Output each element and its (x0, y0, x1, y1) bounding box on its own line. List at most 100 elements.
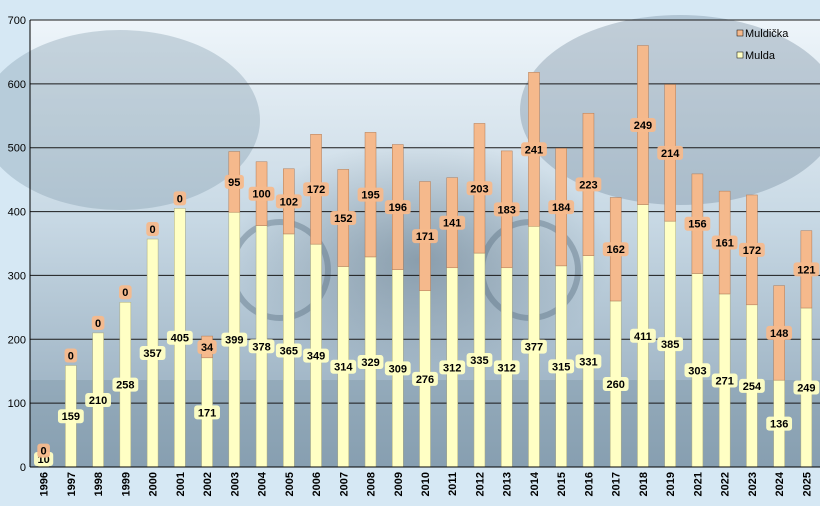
data-label-muldicka-2019: 214 (657, 145, 684, 160)
data-label-mulda-2015: 315 (548, 359, 575, 374)
data-label-muldicka-2003-box (224, 174, 244, 189)
data-label-mulda-2006-box (303, 348, 329, 363)
data-label-muldicka-2008-text: 195 (361, 190, 379, 202)
data-label-muldicka-2011: 141 (439, 215, 466, 230)
data-label-mulda-2008-box (357, 354, 384, 369)
data-label-muldicka-1996: 0 (37, 443, 50, 458)
data-label-mulda-2023: 254 (738, 378, 765, 393)
data-label-muldicka-1997-box (64, 348, 78, 363)
data-label-mulda-2001: 405 (166, 330, 193, 345)
data-label-mulda-2013-text: 312 (498, 362, 516, 374)
data-label-mulda-2016: 331 (575, 354, 602, 369)
x-tick-label-2005: 2005 (284, 472, 296, 496)
data-label-muldicka-2025-text: 121 (797, 264, 815, 276)
data-label-mulda-2012-text: 335 (470, 355, 488, 367)
data-label-mulda-2003-box (221, 332, 248, 347)
data-label-muldicka-2024-box (766, 325, 793, 340)
x-tick-label-2010: 2010 (420, 472, 432, 496)
data-label-mulda-2022-box (711, 373, 738, 388)
legend-label-muldicka: Muldička (745, 28, 789, 40)
data-label-mulda-2002-text: 171 (198, 407, 216, 419)
x-tick-label-2023: 2023 (747, 472, 759, 496)
data-label-muldicka-2010: 171 (412, 229, 438, 244)
data-label-mulda-2010-text: 276 (416, 374, 434, 386)
data-label-mulda-2014-text: 377 (525, 342, 543, 354)
data-label-muldicka-2018-box (630, 118, 656, 133)
data-label-mulda-1998: 210 (85, 392, 112, 407)
data-label-muldicka-2014-box (521, 142, 547, 157)
data-label-muldicka-2017-box (602, 242, 629, 257)
x-tick-label-1996: 1996 (39, 472, 51, 496)
data-label-mulda-2014-box (521, 339, 547, 354)
data-label-mulda-2004: 378 (248, 339, 275, 354)
data-label-mulda-2009-text: 309 (389, 363, 407, 375)
y-tick-label-600: 600 (8, 79, 26, 91)
data-label-muldicka-2009-text: 196 (389, 202, 407, 214)
data-label-mulda-2019: 385 (657, 337, 684, 352)
data-label-mulda-2008-text: 329 (361, 357, 379, 369)
data-label-mulda-2017-text: 260 (607, 379, 625, 391)
data-label-muldicka-2001: 0 (173, 191, 187, 206)
data-label-muldicka-2017-text: 162 (607, 244, 625, 256)
x-tick-label-2004: 2004 (257, 471, 269, 496)
y-axis-tick-labels: 0 100 200 300 400 500 600 700 (8, 15, 26, 474)
data-label-mulda-1997-text: 159 (62, 411, 80, 423)
data-label-muldicka-2014: 241 (521, 142, 547, 157)
x-axis-tick-labels: 1996 1997 1998 1999 2000 2001 2002 2003 2004 2005… (39, 471, 814, 496)
data-label-mulda-1998-text: 210 (89, 395, 107, 407)
data-label-muldicka-2007-box (330, 210, 357, 225)
data-label-muldicka-1998: 0 (91, 315, 105, 330)
legend: Muldička Mulda (736, 28, 789, 62)
data-label-muldicka-2013: 183 (493, 202, 520, 217)
data-label-mulda-2021-box (684, 363, 711, 378)
data-label-mulda-2018-box (630, 328, 656, 343)
data-label-muldicka-2011-box (439, 215, 466, 230)
x-tick-label-2006: 2006 (311, 472, 323, 496)
data-label-muldicka-2013-box (493, 202, 520, 217)
data-label-mulda-1999-text: 258 (116, 380, 134, 392)
data-label-mulda-2021-text: 303 (688, 365, 706, 377)
data-label-muldicka-2005-box (275, 194, 302, 209)
x-tick-label-2000: 2000 (148, 472, 160, 496)
data-label-mulda-2004-box (248, 339, 275, 354)
data-label-mulda-2010: 276 (412, 371, 438, 386)
data-label-muldicka-2018-text: 249 (634, 120, 652, 132)
data-label-mulda-2022: 271 (711, 373, 738, 388)
data-label-muldicka-1996-text: 0 (41, 446, 47, 458)
x-tick-label-2017: 2017 (611, 472, 623, 496)
data-label-mulda-1997-box (57, 409, 84, 424)
data-label-muldicka-2002: 34 (197, 339, 217, 354)
data-label-mulda-2000-box (139, 346, 166, 361)
data-label-mulda-2025-box (793, 380, 820, 395)
data-label-mulda-2019-text: 385 (661, 339, 679, 351)
data-label-mulda-2002: 171 (194, 405, 220, 420)
data-label-mulda-2004-text: 378 (252, 341, 270, 353)
x-tick-label-2022: 2022 (720, 472, 732, 496)
data-label-mulda-2024-box (766, 416, 793, 431)
data-labels-group: 1001590210025803570405017134399953781003… (34, 118, 820, 466)
y-tick-label-200: 200 (8, 334, 26, 346)
data-label-mulda-2014: 377 (521, 339, 547, 354)
data-label-mulda-2005-text: 365 (280, 345, 298, 357)
data-label-muldicka-2009-box (384, 200, 411, 215)
data-label-muldicka-1999-box (119, 285, 132, 300)
data-label-muldicka-2008-box (357, 187, 384, 202)
x-tick-label-1998: 1998 (93, 472, 105, 496)
y-tick-label-300: 300 (8, 270, 26, 282)
data-label-muldicka-2021-box (684, 216, 711, 231)
data-label-muldicka-2023-box (738, 242, 765, 257)
data-label-muldicka-2019-text: 214 (661, 148, 680, 160)
data-label-mulda-2023-box (738, 378, 765, 393)
data-label-mulda-1998-box (85, 392, 112, 407)
data-label-muldicka-2017: 162 (602, 242, 629, 257)
data-label-muldicka-2000-text: 0 (150, 224, 156, 236)
data-label-mulda-2007: 314 (330, 359, 357, 374)
data-label-muldicka-1998-text: 0 (95, 318, 101, 330)
data-label-muldicka-2007-text: 152 (334, 213, 352, 225)
data-label-muldicka-2004-box (248, 186, 275, 201)
data-label-mulda-2017-box (602, 376, 629, 391)
data-label-mulda-2024-text: 136 (770, 419, 788, 431)
data-label-muldicka-1997: 0 (64, 348, 78, 363)
data-label-muldicka-2019-box (657, 145, 684, 160)
legend-swatch-mulda (736, 51, 744, 59)
